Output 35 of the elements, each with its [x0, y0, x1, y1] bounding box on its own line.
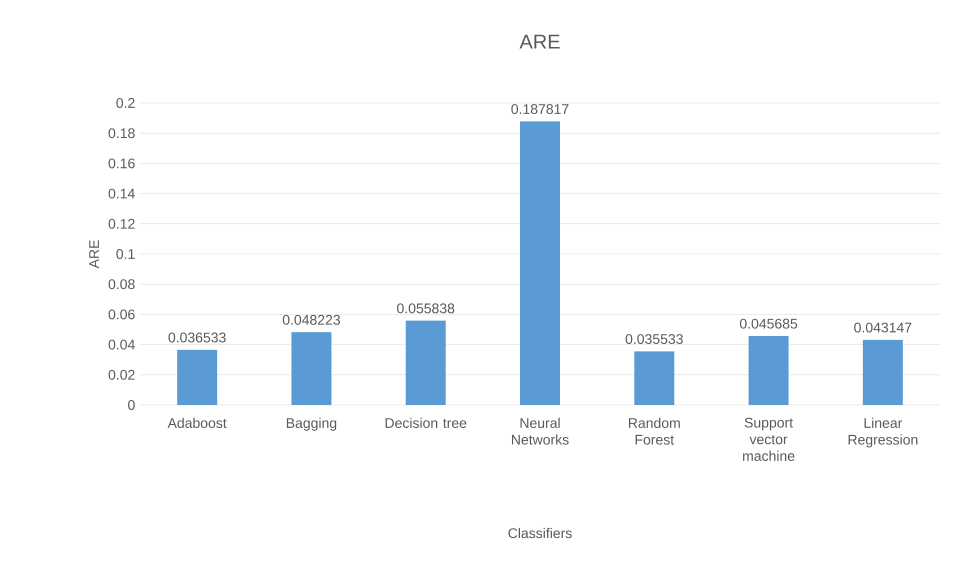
x-axis-title: Classifiers	[508, 528, 572, 538]
y-tick-label: 0.08	[108, 279, 135, 290]
bar	[406, 320, 446, 405]
y-tick-label: 0.12	[108, 218, 135, 229]
y-tick-label: 0.14	[108, 188, 135, 199]
data-label: 0.055838	[397, 303, 454, 314]
y-tick-label: 0.04	[108, 340, 135, 350]
y-tick-label: 0.16	[108, 158, 135, 168]
bar	[177, 350, 218, 405]
x-tick-label: Decision tree	[386, 418, 466, 428]
bar	[862, 340, 903, 405]
x-tick-label: Neural Networks	[512, 418, 569, 445]
y-tick-label: 0.06	[108, 309, 135, 320]
bar	[520, 121, 560, 405]
data-label: 0.036533	[168, 332, 226, 342]
x-tick-label: Random Forest	[628, 418, 680, 445]
y-axis-title: ARE	[89, 240, 99, 268]
data-label: 0.187817	[511, 104, 568, 114]
x-tick-label: Linear Regression	[848, 418, 918, 448]
x-tick-label: Adaboost	[168, 418, 227, 428]
y-tick-label: 0.02	[108, 370, 135, 380]
y-tick-label: 0.18	[108, 128, 135, 138]
data-label: 0.048223	[282, 314, 340, 325]
bar	[748, 336, 789, 405]
bar	[291, 332, 332, 405]
y-tick-label: 0.2	[116, 98, 135, 108]
data-label: 0.035533	[626, 334, 683, 344]
data-label: 0.045685	[740, 318, 798, 329]
x-tick-label: Support vector machine	[743, 418, 794, 461]
y-tick-label: 0.1	[116, 249, 135, 259]
data-label: 0.043147	[854, 322, 912, 332]
chart-title: ARE	[519, 34, 560, 49]
x-tick-label: Bagging	[286, 418, 336, 431]
bar	[634, 351, 674, 405]
y-tick-label: 0	[128, 400, 135, 410]
